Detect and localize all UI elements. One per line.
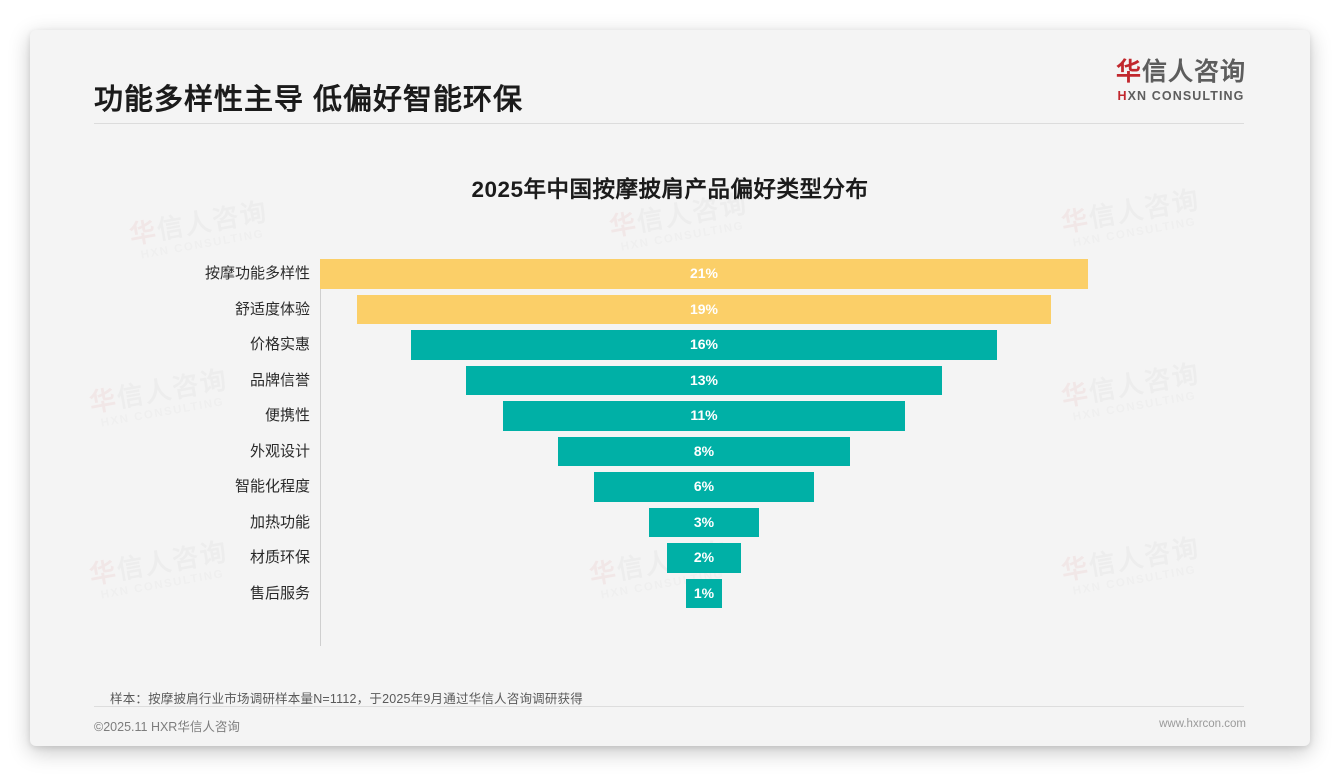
brand-logo-en-red: H <box>1117 89 1128 103</box>
brand-logo-cn-rest: 信人咨询 <box>1141 58 1246 86</box>
chart-row: 品牌信誉 13% <box>30 363 1310 399</box>
watermark-cn: 华信人咨询 <box>127 196 270 251</box>
chart-bar[interactable] <box>557 436 851 466</box>
slide-canvas: 华信人咨询 HXN CONSULTING 华信人咨询 HXN CONSULTIN… <box>30 30 1310 746</box>
brand-logo-en-rest: XN CONSULTING <box>1127 89 1245 103</box>
chart-category-label: 品牌信誉 <box>249 371 310 389</box>
copyright-text: ©2025.11 HXR华信人咨询 <box>94 720 240 734</box>
chart-category-label: 加热功能 <box>249 513 310 531</box>
chart-category-label: 按摩功能多样性 <box>204 265 310 282</box>
brand-logo: 华信人咨询 HXN CONSULTING <box>1116 60 1246 103</box>
chart-bar[interactable] <box>320 259 1088 289</box>
chart-source-note: 样本：按摩披肩行业市场调研样本量N=1112，于2025年9月通过华信人咨询调研… <box>110 692 583 706</box>
slide-header: 功能多样性主导 低偏好智能环保 华信人咨询 HXN CONSULTING <box>30 30 1310 130</box>
chart-bar[interactable] <box>411 330 997 360</box>
funnel-chart: 按摩功能多样性 21% 舒适度体验 19% 价格实惠 16% 品牌信誉 13% 便携性 11% 外观… <box>30 256 1310 656</box>
chart-bar[interactable] <box>356 294 1052 324</box>
chart-row: 材质环保 2% <box>30 540 1310 576</box>
chart-category-label: 售后服务 <box>249 584 310 602</box>
chart-bar[interactable] <box>667 543 741 573</box>
page-title: 功能多样性主导 低偏好智能环保 <box>94 84 524 116</box>
chart-category-label: 智能化程度 <box>234 478 310 495</box>
chart-category-label: 外观设计 <box>249 442 310 460</box>
chart-title: 2025年中国按摩披肩产品偏好类型分布 <box>471 177 869 202</box>
chart-row: 便携性 11% <box>30 398 1310 434</box>
chart-row: 舒适度体验 19% <box>30 292 1310 328</box>
chart-bar[interactable] <box>685 578 723 608</box>
chart-bar[interactable] <box>594 472 814 502</box>
brand-logo-cn: 华信人咨询 <box>1116 60 1246 85</box>
watermark-cn-red: 华 <box>607 207 640 243</box>
chart-category-label: 便携性 <box>264 407 310 424</box>
website-url: www.hxrcon.com <box>1159 718 1246 730</box>
brand-logo-cn-red: 华 <box>1115 58 1142 86</box>
watermark-en: HXN CONSULTING <box>1071 216 1198 250</box>
chart-row: 加热功能 3% <box>30 505 1310 541</box>
chart-category-label: 舒适度体验 <box>234 300 310 318</box>
watermark-en: HXN CONSULTING <box>619 220 746 254</box>
chart-category-label: 材质环保 <box>249 549 310 566</box>
chart-bar[interactable] <box>502 401 906 431</box>
chart-row: 价格实惠 16% <box>30 327 1310 363</box>
header-divider <box>94 123 1244 124</box>
chart-axis-line <box>320 264 321 646</box>
chart-row: 按摩功能多样性 21% <box>30 256 1310 292</box>
chart-row: 售后服务 1% <box>30 576 1310 612</box>
chart-row: 外观设计 8% <box>30 434 1310 470</box>
chart-category-label: 价格实惠 <box>249 336 310 353</box>
chart-row: 智能化程度 6% <box>30 469 1310 505</box>
chart-bar[interactable] <box>649 507 759 537</box>
watermark-cn-red: 华 <box>1059 203 1092 239</box>
footer-divider <box>94 706 1244 707</box>
watermark-cn-red: 华 <box>127 215 160 251</box>
brand-logo-en: HXN CONSULTING <box>1116 90 1246 103</box>
chart-bar[interactable] <box>466 365 942 395</box>
watermark: 华信人咨询 HXN CONSULTING <box>127 196 273 263</box>
